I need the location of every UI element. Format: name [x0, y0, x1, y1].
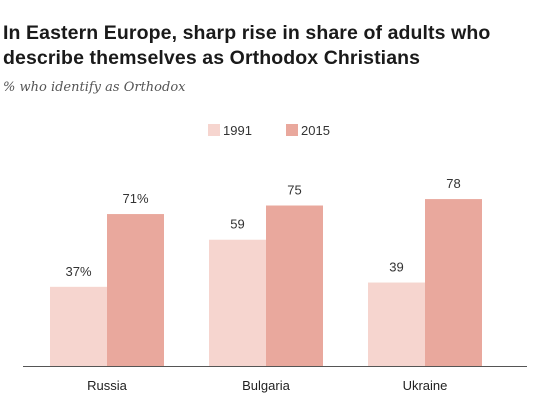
legend-label-2015: 2015 — [301, 123, 330, 138]
value-label-ukraine-1991: 39 — [389, 260, 403, 275]
chart-legend: 1991 2015 — [208, 123, 330, 138]
bar-bulgaria-1991 — [209, 240, 266, 366]
chart-bars — [50, 199, 482, 366]
bar-bulgaria-2015 — [266, 206, 323, 367]
bar-ukraine-1991 — [368, 283, 425, 366]
category-label-russia: Russia — [87, 378, 128, 393]
legend-swatch-1991 — [208, 124, 220, 136]
value-label-bulgaria-1991: 59 — [230, 217, 244, 232]
bar-ukraine-2015 — [425, 199, 482, 366]
legend-swatch-2015 — [286, 124, 298, 136]
value-label-ukraine-2015: 78 — [446, 176, 460, 191]
category-label-bulgaria: Bulgaria — [242, 378, 290, 393]
bar-russia-2015 — [107, 214, 164, 366]
bar-russia-1991 — [50, 287, 107, 366]
category-label-ukraine: Ukraine — [403, 378, 448, 393]
value-label-russia-2015: 71% — [122, 191, 148, 206]
legend-label-1991: 1991 — [223, 123, 252, 138]
value-label-bulgaria-2015: 75 — [287, 183, 301, 198]
chart-category-labels: Russia Bulgaria Ukraine — [87, 378, 447, 393]
value-label-russia-1991: 37% — [65, 264, 91, 279]
